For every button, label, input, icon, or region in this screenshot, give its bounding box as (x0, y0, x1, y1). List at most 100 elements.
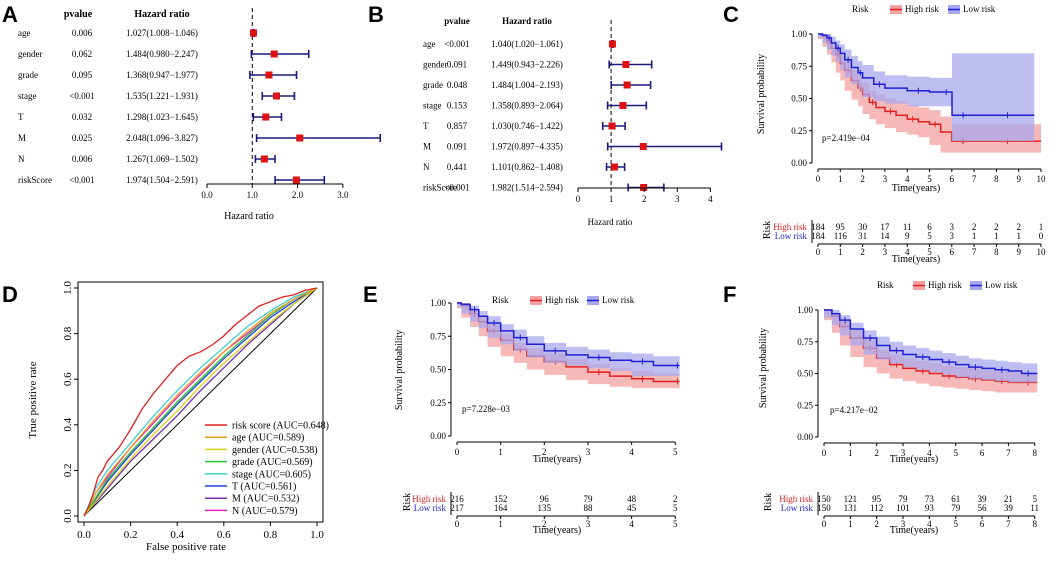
km-f-risk-count: 39 (978, 494, 988, 504)
km-f-risk-count: 56 (978, 503, 988, 513)
km-f-risk-count: 112 (870, 503, 883, 513)
roc-legend-label: grade (AUC=0.569) (232, 457, 313, 468)
forest-a-row-name: T (18, 112, 24, 122)
km-e-xtick-label: 2 (542, 447, 547, 457)
forest-a-row-pvalue: 0.006 (72, 154, 93, 164)
km-f-ylabel: Survival probability (758, 328, 769, 408)
km-c-risk-count: 17 (880, 222, 890, 232)
km-c-ci-band-low (818, 34, 1035, 142)
forest-b-row-pvalue: 0.153 (447, 101, 468, 111)
roc-curve (83, 287, 318, 517)
roc-xtick-label: 0.6 (217, 529, 231, 541)
km-c-risk-xtick-label: 7 (972, 247, 977, 257)
km-e-risk-count: 45 (627, 503, 637, 513)
roc-plot-frame (77, 281, 324, 523)
km-e-xtick-label: 5 (673, 447, 678, 457)
km-c-ytick-label: 1.00 (791, 29, 807, 39)
forest-b-row-hr-text: 1.449(0.943−2.226) (491, 60, 563, 70)
roc-ytick-label: 0.2 (62, 464, 74, 478)
forest-b-xlabel: Hazard ratio (588, 217, 633, 227)
km-f-xtick-label: 6 (980, 448, 985, 458)
km-c-risk-count: 3 (950, 231, 955, 241)
forest-a-row-pvalue: 0.062 (72, 49, 92, 59)
km-c-risk-count: 9 (905, 231, 910, 241)
forest-b-row-name: riskScore (423, 183, 457, 193)
km-e-legend-high: High risk (545, 295, 579, 305)
forest-a-point (296, 134, 304, 142)
km-f-xtick-label: 2 (874, 448, 879, 458)
roc-xtick-label: 0.2 (124, 529, 138, 541)
km-f-xtick-label: 4 (927, 448, 932, 458)
roc-curve (83, 287, 318, 517)
km-f-risk-count: 73 (925, 494, 935, 504)
km-f-xtick-label: 5 (953, 448, 958, 458)
forest-b-point (619, 102, 627, 109)
roc-xtick-label: 0.4 (170, 529, 184, 541)
forest-a-row-name: gender (18, 49, 43, 59)
forest-b-point (608, 40, 616, 48)
km-f-risk-xtick-label: 5 (953, 519, 958, 529)
forest-b-row-pvalue: 0.441 (447, 162, 467, 172)
km-c-risk-count: 1 (972, 231, 977, 241)
roc-curve (83, 287, 318, 517)
km-c-legend-title: Risk (852, 4, 869, 14)
roc-legend-label: gender (AUC=0.538) (232, 445, 318, 456)
forest-a-pvalue-header: pvalue (64, 9, 93, 20)
km-f-risk-count: 11 (1030, 503, 1039, 513)
km-e-risk-row-label: High risk (412, 494, 446, 504)
forest-a-row-hr-text: 2.048(1.096−3.827) (126, 133, 198, 143)
forest-a-point (250, 29, 258, 37)
km-c-risk-count: 14 (880, 231, 890, 241)
km-f-risk-xtick-label: 1 (848, 519, 853, 529)
km-c-legend-low: Low risk (963, 4, 996, 14)
roc-xtick-label: 0.0 (77, 529, 91, 541)
km-c-xtick-label: 5 (927, 174, 932, 184)
forest-a-row-name: age (18, 28, 31, 38)
km-f-risk-xtick-label: 3 (901, 519, 906, 529)
forest-a-row-hr-text: 1.267(1.069−1.502) (126, 154, 198, 164)
km-f-ytick-label: 0.50 (797, 369, 813, 379)
roc-legend-label: stage (AUC=0.605) (232, 469, 311, 480)
km-f-risk-row-label: High risk (779, 494, 813, 504)
km-e-risk-count: 5 (673, 503, 678, 513)
panel-label-a: A (2, 2, 18, 27)
roc-curve (83, 287, 318, 517)
km-e-risk-count: 135 (538, 503, 552, 513)
km-c-risk-xtick-label: 3 (883, 247, 888, 257)
km-c-risk-count: 11 (903, 222, 912, 232)
km-e-risk-xtick-label: 2 (542, 519, 547, 529)
forest-a-point (262, 113, 270, 121)
km-f-ytick-label: 0.25 (797, 400, 813, 410)
forest-a-row-name: stage (18, 91, 37, 101)
km-f-risk-xtick-label: 2 (874, 519, 879, 529)
forest-b-row-hr-text: 1.101(0.862−1.408) (491, 162, 563, 172)
km-f-xtick-label: 0 (822, 448, 827, 458)
forest-b-row-name: M (423, 142, 431, 152)
km-f-risk-xtick-label: 7 (1006, 519, 1011, 529)
roc-curve (83, 287, 318, 517)
km-f-risk-count: 101 (896, 503, 910, 513)
km-f-ytick-label: 1.00 (797, 305, 813, 315)
forest-a-row-pvalue: 0.095 (72, 70, 93, 80)
km-e-ylabel: Survival probability (394, 330, 405, 410)
forest-a-point (260, 155, 268, 163)
km-c-xtick-label: 10 (1037, 174, 1047, 184)
forest-b-row-name: gender (423, 60, 448, 70)
km-e-risk-count: 2 (673, 494, 678, 504)
km-c-risk-row-label: High risk (773, 222, 807, 232)
km-c-pvalue: p=2.419e−04 (822, 133, 870, 143)
km-e-xtick-label: 4 (629, 447, 634, 457)
km-f-risk-count: 150 (817, 503, 831, 513)
km-c-risk-xtick-label: 6 (950, 247, 955, 257)
roc-legend-box (200, 416, 316, 516)
km-e-legend-low: Low risk (602, 295, 635, 305)
km-f-ytick-label: 0.00 (797, 432, 813, 442)
forest-b-row-name: stage (423, 101, 442, 111)
forest-b-row-pvalue: 0.048 (447, 80, 468, 90)
km-c-xtick-label: 9 (1016, 174, 1021, 184)
km-f-xtick-label: 1 (848, 448, 853, 458)
forest-a-point (292, 176, 300, 184)
km-f-xtick-label: 7 (1006, 448, 1011, 458)
km-c-xtick-label: 7 (972, 174, 977, 184)
